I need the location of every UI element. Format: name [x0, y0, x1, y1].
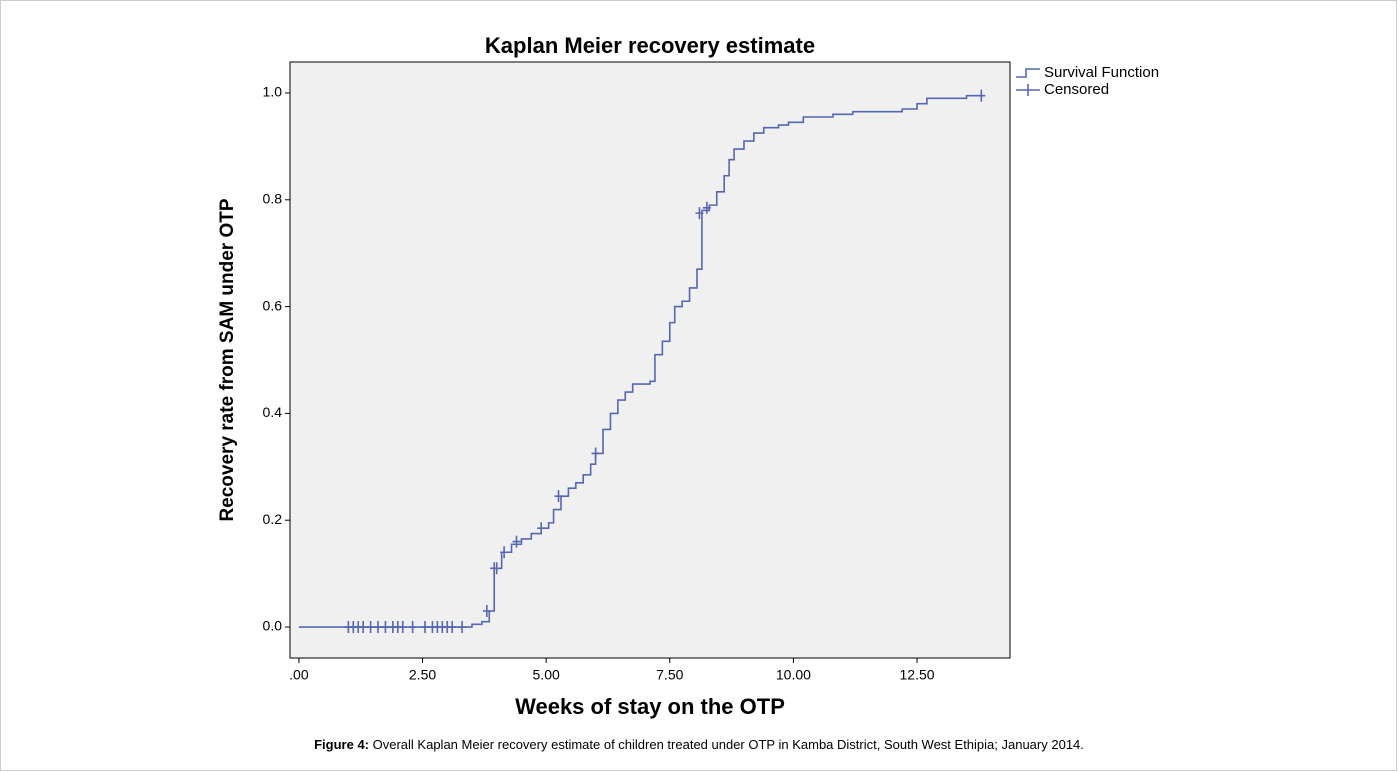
x-axis-label: Weeks of stay on the OTP	[515, 694, 785, 719]
caption-label: Figure 4:	[314, 737, 369, 752]
legend-label: Censored	[1044, 81, 1109, 98]
caption-text: Overall Kaplan Meier recovery estimate o…	[373, 737, 1084, 752]
y-tick-label: 0.4	[263, 404, 283, 420]
censored-mark	[695, 207, 704, 220]
censored-mark	[448, 621, 457, 634]
x-tick-label: 12.50	[900, 667, 935, 683]
censored-mark	[381, 621, 390, 634]
censored-mark	[366, 621, 375, 634]
censored-mark	[398, 621, 407, 634]
survival-line	[298, 94, 982, 628]
chart-title: Kaplan Meier recovery estimate	[485, 33, 815, 58]
censored-mark	[492, 562, 501, 575]
censored-mark	[482, 605, 491, 618]
x-tick-label: .00	[289, 667, 309, 683]
censored-mark	[421, 621, 429, 634]
censored-mark	[554, 490, 563, 503]
plot-area	[289, 61, 1011, 659]
y-tick-label: 0.0	[263, 618, 283, 634]
legend-label: Survival Function	[1044, 64, 1159, 81]
censored-mark	[537, 522, 546, 535]
x-tick-label: 2.50	[409, 667, 436, 683]
censored-mark	[500, 546, 509, 559]
y-axis-label: Recovery rate from SAM under OTP	[217, 198, 238, 521]
censored-mark	[977, 89, 986, 102]
y-tick-label: 0.2	[263, 511, 283, 527]
censored-mark	[458, 621, 467, 634]
x-tick-label: 10.00	[776, 667, 811, 683]
censored-mark	[512, 535, 521, 548]
censored-mark	[359, 621, 368, 634]
legend-swatch	[1016, 68, 1040, 78]
censored-mark	[702, 201, 711, 214]
caption: Figure 4: Overall Kaplan Meier recovery …	[314, 737, 1084, 752]
x-tick-label: 7.50	[656, 667, 683, 683]
x-tick-label: 5.00	[533, 667, 560, 683]
y-tick-label: 0.8	[263, 190, 283, 206]
y-tick-label: 0.6	[263, 297, 283, 313]
censored-mark	[591, 447, 600, 460]
censored-mark	[374, 621, 383, 634]
legend-swatch	[1016, 84, 1040, 96]
censored-mark	[408, 621, 417, 634]
y-tick-label: 1.0	[263, 84, 283, 100]
